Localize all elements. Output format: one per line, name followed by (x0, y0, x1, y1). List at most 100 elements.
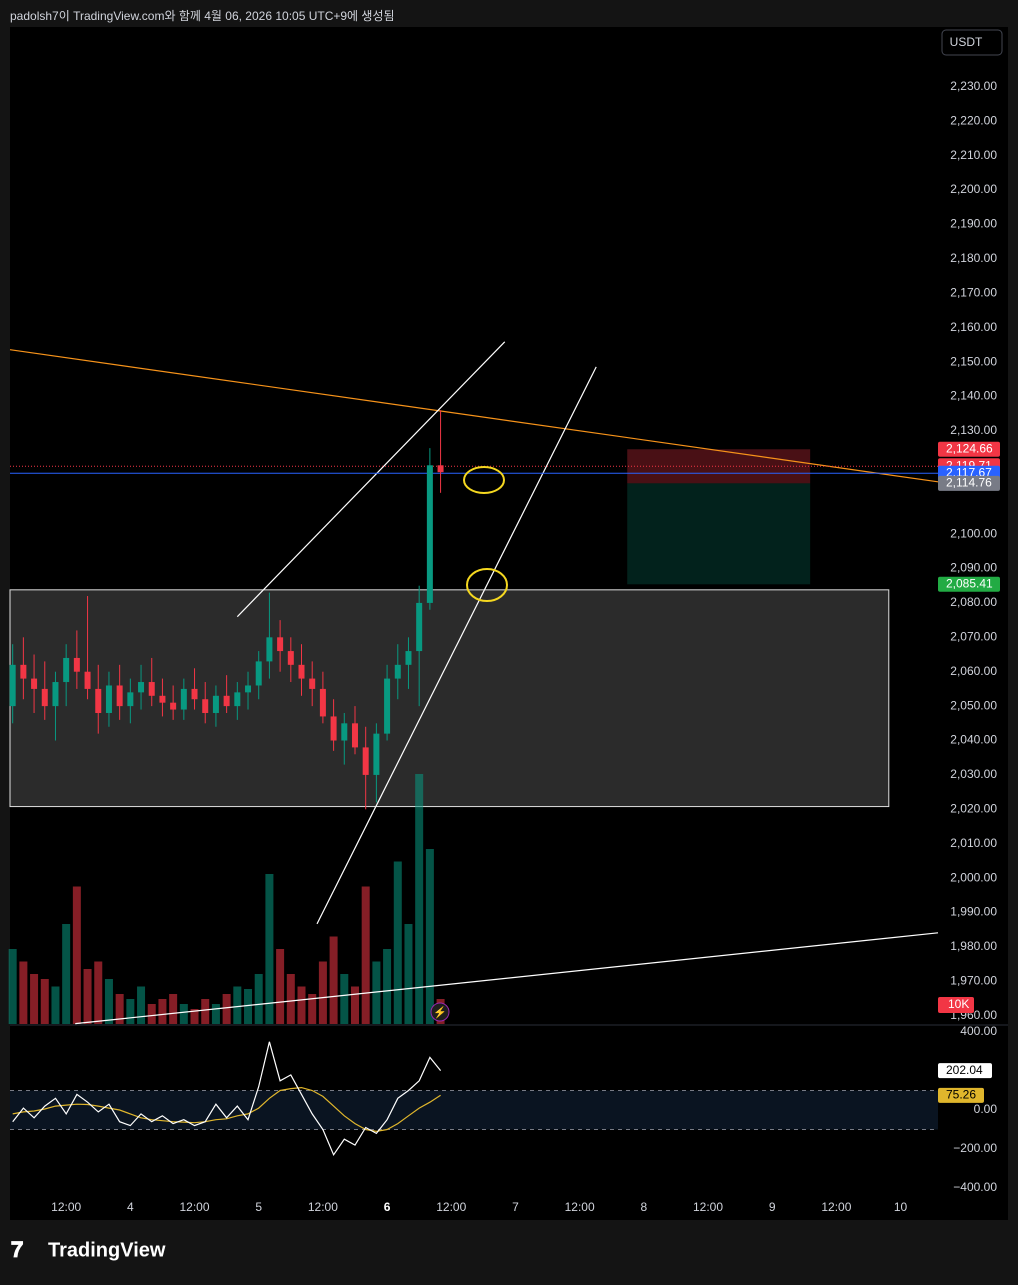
y-tick-label: 2,200.00 (950, 182, 997, 196)
x-tick-label: 9 (769, 1200, 776, 1214)
oscillator-line (12, 1041, 442, 1157)
y-tick-label: 2,140.00 (950, 389, 997, 403)
y-tick-label: 2,020.00 (950, 801, 997, 815)
y-tick-label: 2,080.00 (950, 595, 997, 609)
y-tick-label: 1,970.00 (950, 974, 997, 988)
candle-body (277, 637, 284, 652)
annotation-circle (466, 568, 508, 602)
caption: padolsh7이 TradingView.com와 함께 4월 06, 202… (10, 9, 395, 23)
volume-bar (8, 949, 17, 1024)
volume-bar (383, 949, 392, 1024)
y-tick-label: 2,170.00 (950, 285, 997, 299)
x-tick-label: 12:00 (308, 1200, 338, 1214)
annotation-circle (463, 466, 505, 494)
y-tick-label: 2,220.00 (950, 113, 997, 127)
volume-bar (201, 999, 210, 1024)
y-tick-label: 2,160.00 (950, 320, 997, 334)
candle-body (191, 688, 198, 700)
candle-body (309, 678, 316, 689)
candle-body (52, 682, 59, 707)
volume-bar (233, 986, 242, 1024)
y-tick-label: 1,990.00 (950, 905, 997, 919)
volume-bar (350, 986, 359, 1024)
y-tick-label: 2,040.00 (950, 733, 997, 747)
volume-badge-label: 10K (948, 997, 969, 1011)
target-zone (627, 483, 811, 585)
y-tick-label: 2,070.00 (950, 629, 997, 643)
currency: USDT (950, 35, 983, 49)
price-badge (938, 475, 1000, 491)
y-tick-label: 1,980.00 (950, 939, 997, 953)
x-tick-label: 10 (894, 1200, 908, 1214)
volume-bar (19, 961, 28, 1024)
osc-tick-label: −400.00 (953, 1180, 997, 1194)
x-tick-label: 7 (512, 1200, 519, 1214)
volume-bar (211, 1004, 220, 1024)
candle-body (202, 699, 209, 713)
volume-bar (190, 1009, 199, 1024)
candle-body (426, 465, 433, 603)
x-tick-label: 12:00 (180, 1200, 210, 1214)
logo-mark: 𝟕 (11, 1237, 24, 1262)
volume-bar (83, 969, 92, 1024)
volume-bar (393, 861, 402, 1024)
currency-button[interactable] (941, 29, 1003, 56)
alert-icon[interactable] (430, 1002, 450, 1022)
candle-body (170, 702, 177, 710)
trend-line (75, 932, 939, 1025)
volume-bar (404, 924, 413, 1024)
x-tick-label: 4 (127, 1200, 134, 1214)
volume-bar (329, 936, 338, 1024)
candle-body (20, 664, 27, 679)
candle-body (9, 664, 16, 707)
candle-body (298, 664, 305, 679)
volume-bar (115, 994, 124, 1024)
candle-body (180, 688, 187, 710)
volume-bar (169, 994, 178, 1024)
y-tick-label: 2,210.00 (950, 148, 997, 162)
osc-ma-badge (938, 1087, 984, 1103)
osc-tick-label: 400.00 (960, 1024, 997, 1038)
price-badge-label: 2,085.41 (946, 576, 993, 590)
trend-line (316, 366, 597, 925)
volume-bar (415, 774, 424, 1024)
x-tick-label: 5 (255, 1200, 262, 1214)
x-tick-label: 12:00 (436, 1200, 466, 1214)
y-tick-label: 2,100.00 (950, 526, 997, 540)
candle-body (73, 657, 80, 672)
price-badge (938, 576, 1000, 592)
osc-badge (938, 1063, 992, 1079)
y-tick-label: 2,050.00 (950, 698, 997, 712)
volume-bar (72, 886, 81, 1024)
x-tick-label: 12:00 (51, 1200, 81, 1214)
candle-body (437, 465, 444, 473)
candle-body (84, 671, 91, 689)
osc-ma-badge-label: 75.26 (946, 1087, 976, 1101)
y-tick-label: 2,150.00 (950, 354, 997, 368)
volume-bar (104, 979, 113, 1024)
volume-bar (297, 986, 306, 1024)
price-badge-label: 2,124.66 (946, 441, 993, 455)
candle-body (138, 682, 145, 693)
x-tick-label: 8 (640, 1200, 647, 1214)
volume-bar (254, 974, 263, 1024)
price-badge (938, 441, 1000, 457)
x-tick-label: 12:00 (693, 1200, 723, 1214)
y-tick-label: 2,190.00 (950, 217, 997, 231)
trend-line (9, 349, 939, 483)
y-tick-label: 2,130.00 (950, 423, 997, 437)
candle-body (330, 716, 337, 741)
volume-bar (158, 999, 167, 1024)
volume-bar (222, 994, 231, 1024)
candle-body (245, 685, 252, 693)
y-tick-label: 2,230.00 (950, 79, 997, 93)
candle-body (116, 685, 123, 707)
volume-bar (179, 1004, 188, 1024)
x-tick-label: 6 (384, 1200, 391, 1214)
candle-body (159, 695, 166, 703)
y-tick-label: 2,180.00 (950, 251, 997, 265)
candle-body (212, 695, 219, 713)
candle-body (416, 602, 423, 652)
